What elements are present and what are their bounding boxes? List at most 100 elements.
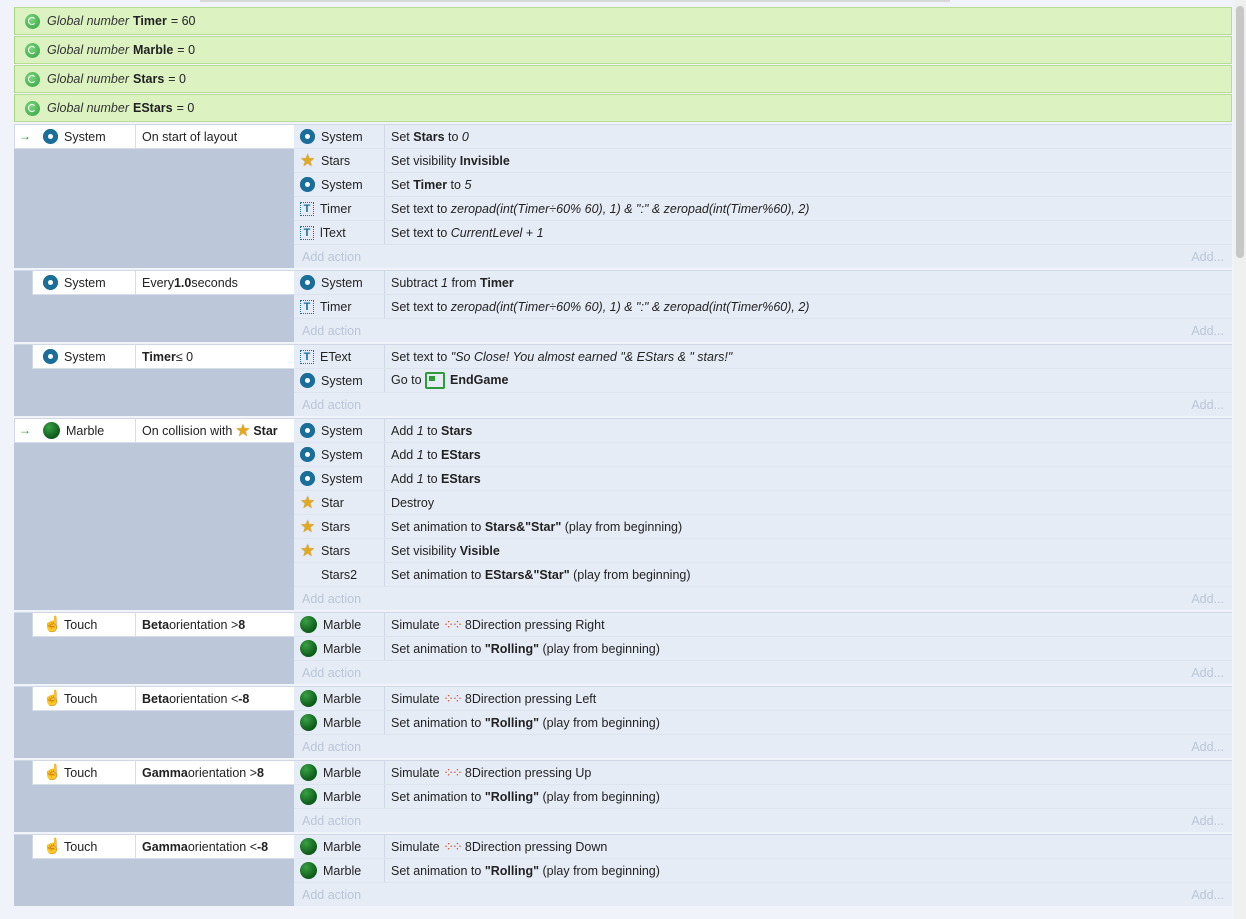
condition-row[interactable]: System Every 1.0 seconds — [32, 271, 294, 295]
gear-icon — [298, 421, 317, 440]
add-action-link[interactable]: Add action — [302, 887, 362, 902]
action-row[interactable]: Marble Set animation to "Rolling" (play f… — [294, 637, 1232, 661]
gear-icon — [298, 175, 317, 194]
action-row[interactable]: System Set Timer to 5 — [294, 173, 1232, 197]
condition-row[interactable]: ☝ Touch Beta orientation > 8 — [32, 613, 294, 637]
condition-object-name: System — [64, 349, 106, 364]
action-row[interactable]: System Add 1 to Stars — [294, 419, 1232, 443]
condition-row[interactable]: ☝ Touch Beta orientation < -8 — [32, 687, 294, 711]
action-text: Set animation to "Rolling" (play from be… — [391, 789, 660, 804]
add-action-link[interactable]: Add action — [302, 397, 362, 412]
action-row[interactable]: T Timer Set text to zeropad(int(Timer÷60% … — [294, 295, 1232, 319]
action-object: System — [294, 125, 385, 148]
action-row[interactable]: ★ Stars Set visibility Visible — [294, 539, 1232, 563]
condition-object-name: Touch — [64, 691, 98, 706]
action-row[interactable]: ★ Stars Set visibility Invisible — [294, 149, 1232, 173]
marble-icon — [43, 422, 60, 439]
global-variable-row[interactable]: Global number EStars = 0 — [14, 94, 1232, 122]
action-object: Marble — [294, 835, 385, 858]
event-block[interactable]: System Every 1.0 seconds System Subtract 1 … — [14, 270, 1232, 342]
action-row[interactable]: Marble Simulate ⁘⁘ 8Direction pressing Up — [294, 761, 1232, 785]
add-action-link[interactable]: Add action — [302, 665, 362, 680]
condition-text: Gamma orientation < -8 — [142, 839, 269, 854]
actions-column: System Set Stars to 0 ★ Stars Set visibility… — [294, 125, 1232, 268]
add-action-link[interactable]: Add action — [302, 249, 362, 264]
action-row[interactable]: ★ Stars Set animation to Stars&"Star" (pla… — [294, 515, 1232, 539]
action-row[interactable]: System Subtract 1 from Timer — [294, 271, 1232, 295]
action-row[interactable]: T EText Set text to "So Close! You almost … — [294, 345, 1232, 369]
condition-object: System — [33, 271, 136, 294]
action-object-name: Marble — [323, 641, 362, 656]
action-row[interactable]: Marble Set animation to "Rolling" (play f… — [294, 711, 1232, 735]
conditions-column: ☝ Touch Gamma orientation < -8 — [14, 835, 294, 906]
event-block[interactable]: System Timer ≤ 0 T EText Set text to "So Clo… — [14, 344, 1232, 416]
add-more-link[interactable]: Add... — [1191, 323, 1224, 338]
touch-icon: ☝ — [43, 764, 62, 781]
action-row[interactable]: ★ Star Destroy — [294, 491, 1232, 515]
action-text: Go to EndGame — [385, 372, 508, 389]
add-action-link[interactable]: Add action — [302, 739, 362, 754]
condition-text: Beta orientation < -8 — [142, 691, 250, 706]
blank-icon — [300, 567, 315, 582]
action-row[interactable]: Stars2 Set animation to EStars&"Star" (pl… — [294, 563, 1232, 587]
add-action-row: Add action Add... — [294, 587, 1232, 610]
action-row[interactable]: Marble Set animation to "Rolling" (play f… — [294, 859, 1232, 883]
add-more-link[interactable]: Add... — [1191, 813, 1224, 828]
variable-value: = 0 — [177, 43, 196, 57]
event-block[interactable]: ☝ Touch Gamma orientation > 8 Marble Simulat… — [14, 760, 1232, 832]
action-row[interactable]: Marble Simulate ⁘⁘ 8Direction pressing Rig… — [294, 613, 1232, 637]
condition-row[interactable]: Marble On collision with ★ Star — [14, 419, 294, 443]
add-action-link[interactable]: Add action — [302, 813, 362, 828]
event-block[interactable]: → Marble On collision with ★ Star System Add … — [14, 418, 1232, 610]
add-action-row: Add action Add... — [294, 883, 1232, 906]
globe-icon — [25, 71, 40, 87]
variable-type: Global number — [47, 101, 129, 115]
gear-icon — [41, 273, 60, 292]
action-object-name: Marble — [323, 715, 362, 730]
condition-row[interactable]: ☝ Touch Gamma orientation < -8 — [32, 835, 294, 859]
gear-icon — [298, 371, 317, 390]
add-more-link[interactable]: Add... — [1191, 397, 1224, 412]
action-object: Marble — [294, 711, 385, 734]
action-text: Subtract 1 from Timer — [391, 275, 514, 290]
variable-type: Global number — [47, 43, 129, 57]
action-row[interactable]: Marble Simulate ⁘⁘ 8Direction pressing Lef… — [294, 687, 1232, 711]
add-more-link[interactable]: Add... — [1191, 887, 1224, 902]
add-action-link[interactable]: Add action — [302, 323, 362, 338]
add-more-link[interactable]: Add... — [1191, 591, 1224, 606]
actions-column: Marble Simulate ⁘⁘ 8Direction pressing Up M… — [294, 761, 1232, 832]
action-row[interactable]: System Add 1 to EStars — [294, 443, 1232, 467]
add-action-link[interactable]: Add action — [302, 591, 362, 606]
condition-row[interactable]: System On start of layout — [14, 125, 294, 149]
condition-row[interactable]: System Timer ≤ 0 — [32, 345, 294, 369]
action-text: Set Stars to 0 — [391, 129, 469, 144]
action-row[interactable]: Marble Set animation to "Rolling" (play f… — [294, 785, 1232, 809]
event-block[interactable]: ☝ Touch Gamma orientation < -8 Marble Simula… — [14, 834, 1232, 906]
action-row[interactable]: Marble Simulate ⁘⁘ 8Direction pressing Dow… — [294, 835, 1232, 859]
action-row[interactable]: T Timer Set text to zeropad(int(Timer÷60% … — [294, 197, 1232, 221]
global-variable-row[interactable]: Global number Timer = 60 — [14, 7, 1232, 35]
global-variable-row[interactable]: Global number Stars = 0 — [14, 65, 1232, 93]
scrollbar-thumb[interactable] — [1236, 6, 1244, 258]
add-more-link[interactable]: Add... — [1191, 665, 1224, 680]
action-text: Destroy — [391, 495, 435, 510]
add-more-link[interactable]: Add... — [1191, 739, 1224, 754]
add-more-link[interactable]: Add... — [1191, 249, 1224, 264]
action-row[interactable]: System Add 1 to EStars — [294, 467, 1232, 491]
text-icon: T — [300, 299, 314, 314]
event-block[interactable]: ☝ Touch Beta orientation > 8 Marble Simulate… — [14, 612, 1232, 684]
action-row[interactable]: System Go to EndGame — [294, 369, 1232, 393]
action-object-name: System — [321, 471, 363, 486]
vertical-scrollbar[interactable] — [1234, 0, 1246, 919]
event-block[interactable]: ☝ Touch Beta orientation < -8 Marble Simulat… — [14, 686, 1232, 758]
event-block[interactable]: → System On start of layout System Set Stars… — [14, 124, 1232, 268]
global-variable-row[interactable]: Global number Marble = 0 — [14, 36, 1232, 64]
action-object-name: lText — [320, 225, 346, 240]
text-icon: T — [300, 225, 314, 240]
action-row[interactable]: System Set Stars to 0 — [294, 125, 1232, 149]
condition-object: ☝ Touch — [33, 835, 136, 858]
gear-icon — [298, 273, 317, 292]
condition-row[interactable]: ☝ Touch Gamma orientation > 8 — [32, 761, 294, 785]
action-object-name: Marble — [323, 839, 362, 854]
